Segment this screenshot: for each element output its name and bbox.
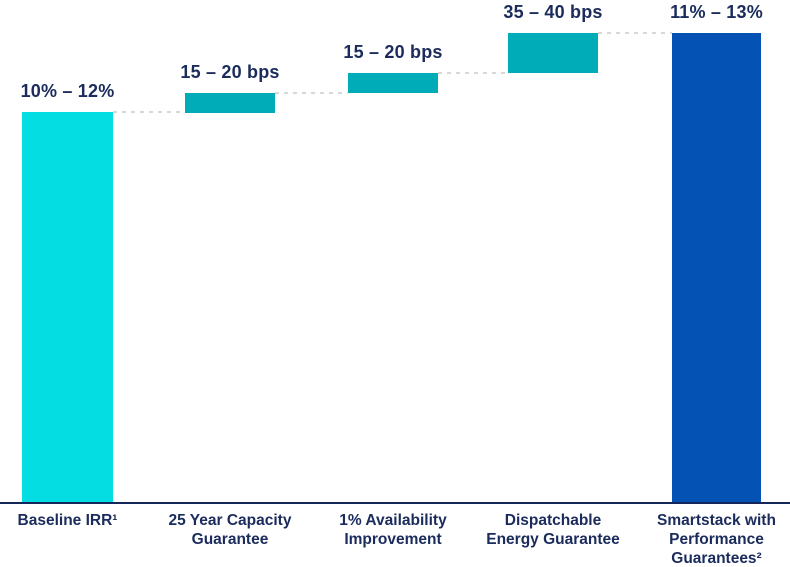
category-label-dispatchable-energy-guarantee: Dispatchable Energy Guarantee (458, 511, 648, 549)
value-label-availability-improvement: 15 – 20 bps (343, 42, 443, 62)
bar-smartstack-total (672, 33, 761, 502)
category-label-line: 1% Availability (339, 512, 447, 529)
category-label-line: 25 Year Capacity (168, 512, 292, 529)
category-label-baseline-irr: Baseline IRR¹ (0, 511, 163, 530)
category-label-line: Energy Guarantee (486, 531, 620, 548)
bar-capacity-guarantee (185, 93, 275, 113)
value-label-smartstack-total: 11% – 13% (670, 2, 763, 22)
category-label-line: Improvement (344, 531, 442, 548)
category-label-line: Baseline IRR¹ (17, 512, 118, 529)
category-label-availability-improvement: 1% Availability Improvement (298, 511, 488, 549)
bar-availability-improvement (348, 73, 438, 93)
category-label-line: Guarantee (191, 531, 269, 548)
connector-line-baseline-irr (113, 111, 185, 113)
value-label-dispatchable-energy-guarantee: 35 – 40 bps (503, 2, 603, 22)
value-label-baseline-irr: 10% – 12% (20, 81, 115, 101)
category-label-line: Dispatchable (504, 512, 602, 529)
connector-line-availability-improvement (438, 72, 508, 74)
bar-baseline-irr (22, 112, 113, 502)
bar-dispatchable-energy-guarantee (508, 33, 598, 73)
x-axis-line (0, 502, 790, 504)
category-label-line: Performance (669, 531, 764, 548)
connector-line-capacity-guarantee (275, 92, 348, 94)
connector-line-dispatchable-energy-guarantee (598, 32, 672, 34)
category-label-line: Smartstack with (657, 512, 776, 529)
value-label-capacity-guarantee: 15 – 20 bps (180, 62, 280, 82)
category-label-line: Guarantees² (671, 550, 762, 567)
category-label-smartstack-total: Smartstack with Performance Guarantees² (622, 511, 790, 567)
category-label-capacity-guarantee: 25 Year Capacity Guarantee (135, 511, 325, 549)
